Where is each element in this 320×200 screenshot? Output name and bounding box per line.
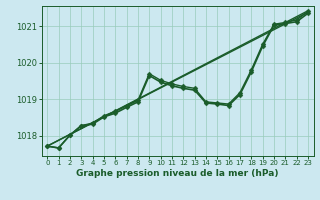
- X-axis label: Graphe pression niveau de la mer (hPa): Graphe pression niveau de la mer (hPa): [76, 169, 279, 178]
